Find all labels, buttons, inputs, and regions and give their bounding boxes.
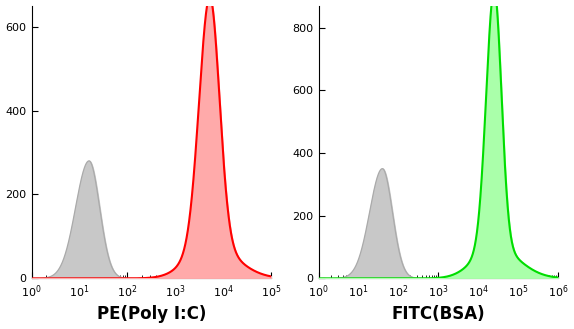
- X-axis label: PE(Poly I:C): PE(Poly I:C): [96, 305, 206, 323]
- X-axis label: FITC(BSA): FITC(BSA): [391, 305, 485, 323]
